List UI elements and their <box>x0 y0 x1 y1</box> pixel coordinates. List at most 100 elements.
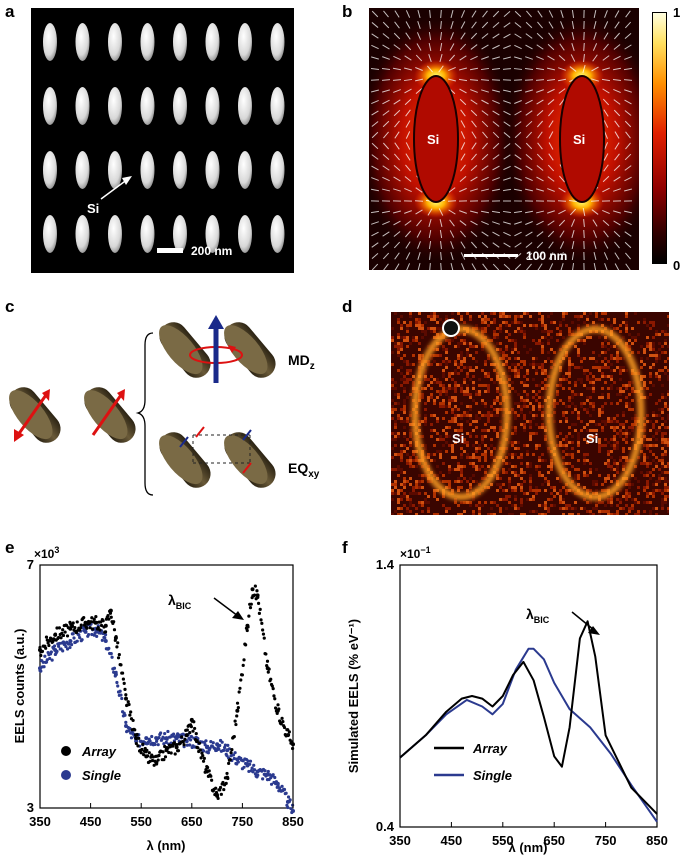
eels-map-pixel <box>439 390 442 393</box>
eels-map-pixel <box>514 414 517 417</box>
eels-map-pixel <box>529 420 532 423</box>
eels-map-pixel <box>625 315 628 318</box>
eels-map-pixel <box>427 453 430 456</box>
field-vector-arrow <box>382 176 390 182</box>
eels-map-pixel <box>415 483 418 486</box>
eels-map-pixel <box>445 366 448 369</box>
eels-map-pixel <box>652 498 655 501</box>
eels-map-pixel <box>643 318 646 321</box>
field-vector-arrow <box>548 153 554 161</box>
sem-particle <box>108 151 122 189</box>
eels-map-pixel <box>607 318 610 321</box>
field-vector-arrow <box>393 109 401 117</box>
field-vector-arrow <box>503 10 511 18</box>
eels-map-pixel <box>430 330 433 333</box>
eels-map-pixel <box>463 510 466 513</box>
eels-map-pixel <box>568 504 571 507</box>
eels-map-pixel <box>643 381 646 384</box>
eels-map-pixel <box>406 381 409 384</box>
eels-map-pixel <box>463 342 466 345</box>
field-map-panel-b: Si Si 100 nm <box>358 8 660 272</box>
eels-map-pixel <box>439 318 442 321</box>
eels-map-pixel <box>493 429 496 432</box>
eels-map-pixel <box>514 339 517 342</box>
field-vector-arrow <box>603 153 609 161</box>
data-point-single <box>163 731 167 736</box>
eels-map-pixel <box>478 411 481 414</box>
eels-map-pixel <box>637 504 640 507</box>
eels-map-pixel <box>499 486 502 489</box>
eels-map-pixel <box>556 492 559 495</box>
eels-map-pixel <box>475 417 478 420</box>
eels-map-pixel <box>529 486 532 489</box>
eels-map-pixel <box>538 471 541 474</box>
eels-map-pixel <box>622 369 625 372</box>
data-point-array <box>189 725 193 729</box>
eels-map-pixel <box>439 471 442 474</box>
eels-map-pixel <box>433 336 436 339</box>
eels-map-pixel <box>412 339 415 342</box>
eels-map-pixel <box>568 507 571 510</box>
field-vector-arrow <box>428 240 432 250</box>
data-point-single <box>222 748 226 752</box>
eels-map-pixel <box>508 339 511 342</box>
eels-map-pixel <box>421 327 424 330</box>
field-vector-arrow <box>450 241 454 249</box>
eels-map-pixel <box>592 435 595 438</box>
eels-map-pixel <box>604 345 607 348</box>
eels-map-pixel <box>520 471 523 474</box>
field-vector-arrow <box>382 231 390 237</box>
eels-map-pixel <box>538 444 541 447</box>
eels-map-pixel <box>613 444 616 447</box>
eels-map-pixel <box>481 510 484 513</box>
eels-map-pixel <box>559 312 562 315</box>
eels-map-pixel <box>649 423 652 426</box>
eels-map-pixel <box>592 321 595 324</box>
eels-map-pixel <box>406 363 409 366</box>
eels-map-pixel <box>520 456 523 459</box>
eels-map-pixel <box>529 477 532 480</box>
eels-map-pixel <box>520 396 523 399</box>
eels-map-pixel <box>505 375 508 378</box>
eels-map-pixel <box>613 438 616 441</box>
sem-particle <box>75 215 90 253</box>
eels-map-pixel <box>406 408 409 411</box>
field-vector-arrow <box>536 241 544 249</box>
eels-map-pixel <box>400 492 403 495</box>
eels-map-pixel <box>661 345 664 348</box>
eels-map-pixel <box>661 393 664 396</box>
field-vector-arrow <box>440 240 442 250</box>
eels-map-pixel <box>445 393 448 396</box>
eels-map-pixel <box>652 414 655 417</box>
eels-map-pixel <box>538 384 541 387</box>
field-vector-arrow <box>371 44 379 50</box>
eels-map-pixel <box>448 405 451 408</box>
eels-map-pixel <box>604 489 607 492</box>
eels-map-pixel <box>490 339 493 342</box>
eels-map-pixel <box>400 411 403 414</box>
eels-map-pixel <box>529 426 532 429</box>
eels-map-pixel <box>505 483 508 486</box>
eels-map-pixel <box>580 453 583 456</box>
field-vector-arrow <box>614 252 620 260</box>
data-point-array <box>63 630 67 634</box>
eels-map-pixel <box>460 348 463 351</box>
eels-map-pixel <box>523 336 526 339</box>
eels-map-pixel <box>601 405 604 408</box>
eels-map-pixel <box>541 372 544 375</box>
eels-map-pixel <box>556 336 559 339</box>
eels-map-pixel <box>490 327 493 330</box>
eels-map-pixel <box>601 396 604 399</box>
eels-map-pixel <box>409 459 412 462</box>
field-vector-arrow <box>614 153 620 161</box>
field-vector-arrow <box>526 263 532 271</box>
eels-map-pixel <box>616 387 619 390</box>
eels-map-pixel <box>541 504 544 507</box>
eels-map-pixel <box>400 498 403 501</box>
eels-map-pixel <box>499 330 502 333</box>
eels-map-pixel <box>577 414 580 417</box>
field-vector-arrow <box>603 21 609 29</box>
eels-map-pixel <box>538 429 541 432</box>
field-vector-arrow <box>439 42 443 52</box>
data-point-single <box>220 740 224 744</box>
